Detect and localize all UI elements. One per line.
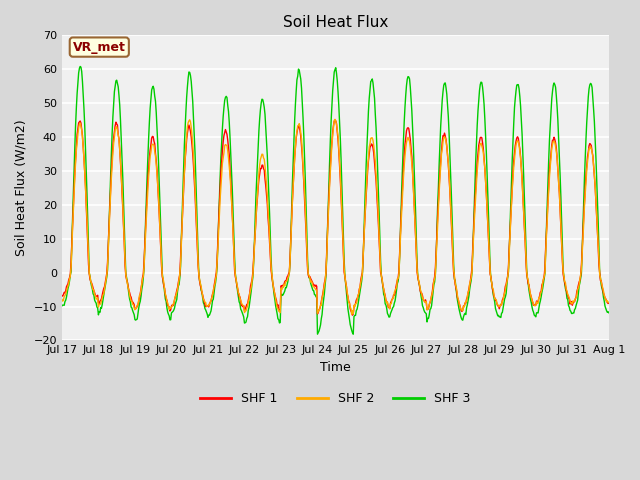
X-axis label: Time: Time	[320, 361, 351, 374]
Text: VR_met: VR_met	[73, 41, 125, 54]
Y-axis label: Soil Heat Flux (W/m2): Soil Heat Flux (W/m2)	[15, 120, 28, 256]
Title: Soil Heat Flux: Soil Heat Flux	[283, 15, 388, 30]
Legend: SHF 1, SHF 2, SHF 3: SHF 1, SHF 2, SHF 3	[195, 387, 476, 410]
